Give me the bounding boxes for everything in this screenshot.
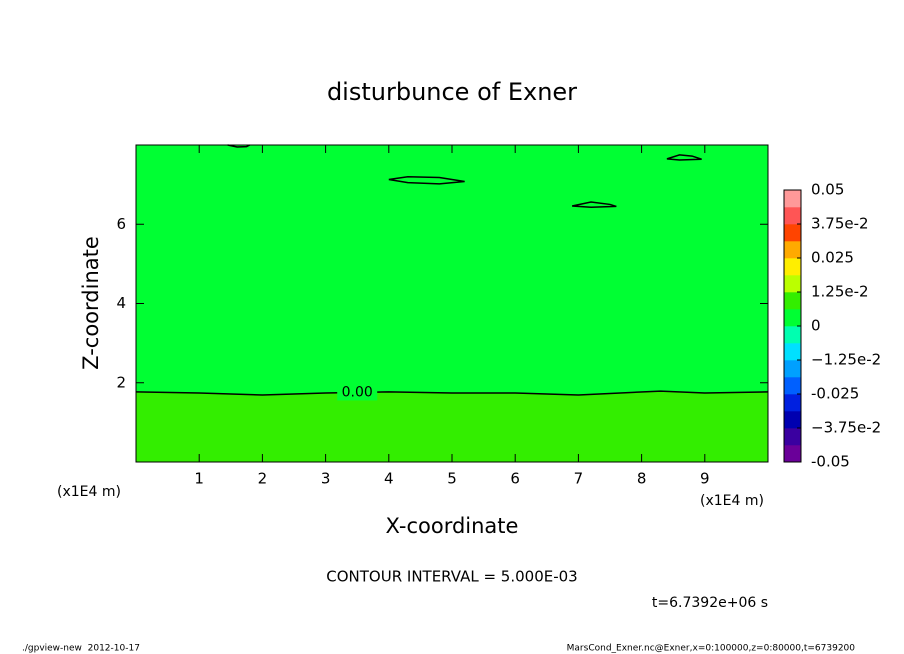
x-tick-label: 5 — [447, 470, 457, 488]
colorbar-band — [784, 377, 801, 395]
contour-label: 0.00 — [342, 384, 373, 400]
x-tick-label: 6 — [510, 470, 520, 488]
x-tick-label: 4 — [384, 470, 394, 488]
colorbar-label: 0.025 — [811, 249, 854, 267]
contour-line — [666, 154, 702, 161]
colorbar-label: -0.025 — [811, 385, 859, 403]
x-tick-label: 7 — [574, 470, 584, 488]
colorbar-band — [784, 258, 801, 276]
time-text: t=6.7392e+06 s — [652, 595, 768, 611]
colorbar-label: -0.05 — [811, 453, 850, 471]
contour-line — [227, 144, 251, 148]
colorbar-band — [784, 343, 801, 361]
colorbar-band — [784, 360, 801, 378]
y-tick-label: 6 — [116, 215, 126, 233]
colorbar-band — [784, 207, 801, 225]
colorbar-band — [784, 190, 801, 208]
region-below — [136, 391, 768, 462]
x-tick-label: 3 — [321, 470, 331, 488]
region-above — [136, 145, 768, 396]
x-axis-label: X-coordinate — [386, 514, 519, 538]
colorbar-band — [784, 241, 801, 259]
contour-line — [571, 201, 617, 208]
y-axis-label: Z-coordinate — [79, 236, 103, 370]
colorbar-band — [784, 411, 801, 429]
colorbar-band — [784, 428, 801, 446]
x-unit: (x1E4 m) — [700, 493, 764, 509]
colorbar-band — [784, 275, 801, 293]
colorbar-band — [784, 326, 801, 344]
colorbar-label: −1.25e-2 — [811, 351, 881, 369]
footer-left: ./gpview-new 2012-10-17 — [22, 644, 140, 654]
contour-line — [388, 175, 465, 185]
y-tick-label: 4 — [116, 294, 126, 312]
contour-interval: CONTOUR INTERVAL = 5.000E-03 — [326, 568, 577, 586]
colorbar-band — [784, 224, 801, 242]
colorbar-band — [784, 394, 801, 412]
y-unit: (x1E4 m) — [57, 484, 121, 500]
colorbar-band — [784, 292, 801, 310]
y-tick-label: 2 — [116, 373, 126, 391]
colorbar-band — [784, 309, 801, 327]
colorbar-label: 1.25e-2 — [811, 283, 869, 301]
chart-title: disturbunce of Exner — [327, 78, 577, 106]
x-tick-label: 1 — [194, 470, 204, 488]
colorbar-label: 3.75e-2 — [811, 215, 869, 233]
contour-label-bg — [337, 384, 378, 401]
x-tick-label: 9 — [700, 470, 710, 488]
footer-right: MarsCond_Exner.nc@Exner,x=0:100000,z=0:8… — [567, 644, 856, 654]
colorbar-label: −3.75e-2 — [811, 419, 881, 437]
contour-line — [135, 390, 769, 396]
colorbar-label: 0 — [811, 317, 821, 335]
x-tick-label: 8 — [637, 470, 647, 488]
colorbar-band — [784, 445, 801, 463]
x-tick-label: 2 — [258, 470, 268, 488]
colorbar-label: 0.05 — [811, 181, 844, 199]
